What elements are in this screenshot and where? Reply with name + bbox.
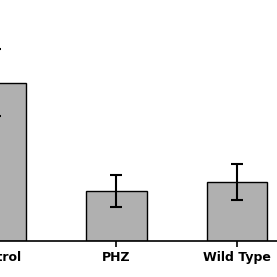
Bar (0, 83, 26, 241)
Bar (86, 191, 147, 241)
Bar (207, 182, 267, 241)
